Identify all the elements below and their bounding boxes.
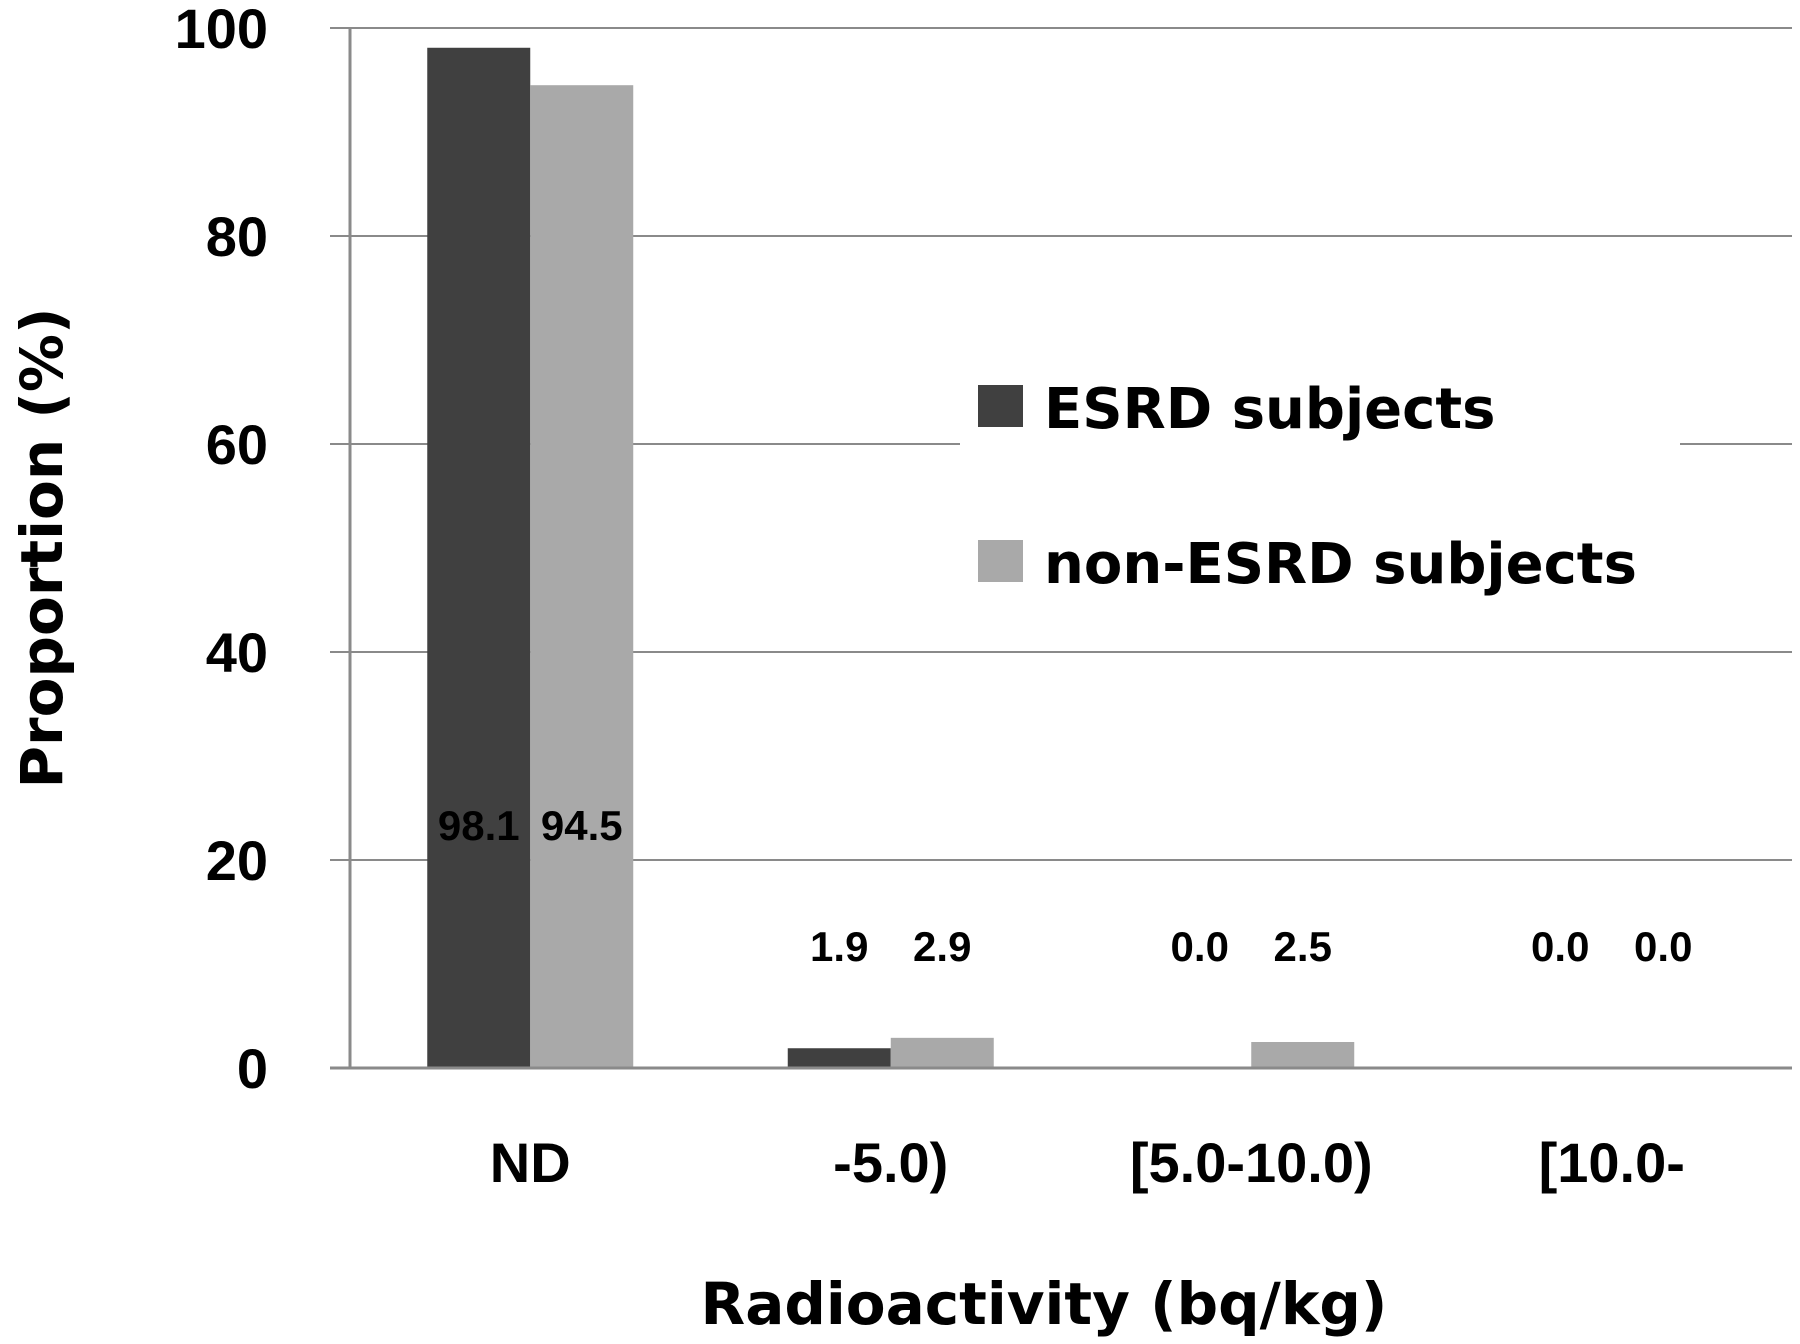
x-category-label: [10.0-: [1539, 1131, 1685, 1194]
data-label-non-esrd-0: 94.5: [541, 802, 623, 849]
data-label-esrd-1: 1.9: [810, 923, 868, 970]
data-label-esrd-2: 0.0: [1171, 923, 1229, 970]
y-tick-label: 60: [206, 413, 268, 476]
legend-swatch-non-esrd: [978, 540, 1023, 582]
x-axis-categories: ND -5.0) [5.0-10.0) [10.0-: [490, 1131, 1685, 1194]
bars: [427, 47, 1355, 1068]
y-tick-label: 100: [175, 0, 268, 60]
bar-esrd-0: [427, 47, 531, 1068]
x-category-label: [5.0-10.0): [1130, 1131, 1373, 1194]
bar-non-esrd-2: [1251, 1042, 1355, 1068]
legend-background: [960, 350, 1680, 600]
legend-swatch-esrd: [978, 385, 1023, 427]
x-axis-title: Radioactivity (bq/kg): [701, 1270, 1388, 1338]
legend-label-esrd: ESRD subjects: [1044, 377, 1495, 442]
bar-non-esrd-1: [890, 1037, 994, 1068]
data-label-esrd-3: 0.0: [1531, 923, 1589, 970]
y-tick-label: 0: [237, 1037, 268, 1100]
bar-non-esrd-0: [530, 85, 634, 1068]
data-labels: 98.1 94.5 1.9 2.9 0.0 2.5 0.0 0.0: [438, 802, 1693, 970]
y-axis-ticks: 0 20 40 60 80 100: [175, 0, 268, 1100]
data-label-esrd-0: 98.1: [438, 802, 520, 849]
y-tick-label: 80: [206, 205, 268, 268]
y-tick-label: 40: [206, 621, 268, 684]
x-category-label: -5.0): [833, 1131, 948, 1194]
data-label-non-esrd-2: 2.5: [1274, 923, 1332, 970]
legend: ESRD subjects non-ESRD subjects: [960, 350, 1680, 600]
data-label-non-esrd-3: 0.0: [1634, 923, 1692, 970]
legend-label-non-esrd: non-ESRD subjects: [1044, 532, 1637, 597]
y-axis-title: Proportion (%): [8, 308, 76, 789]
bar-esrd-1: [787, 1048, 891, 1068]
x-category-label: ND: [490, 1131, 571, 1194]
y-tick-label: 20: [206, 829, 268, 892]
data-label-non-esrd-1: 2.9: [913, 923, 971, 970]
